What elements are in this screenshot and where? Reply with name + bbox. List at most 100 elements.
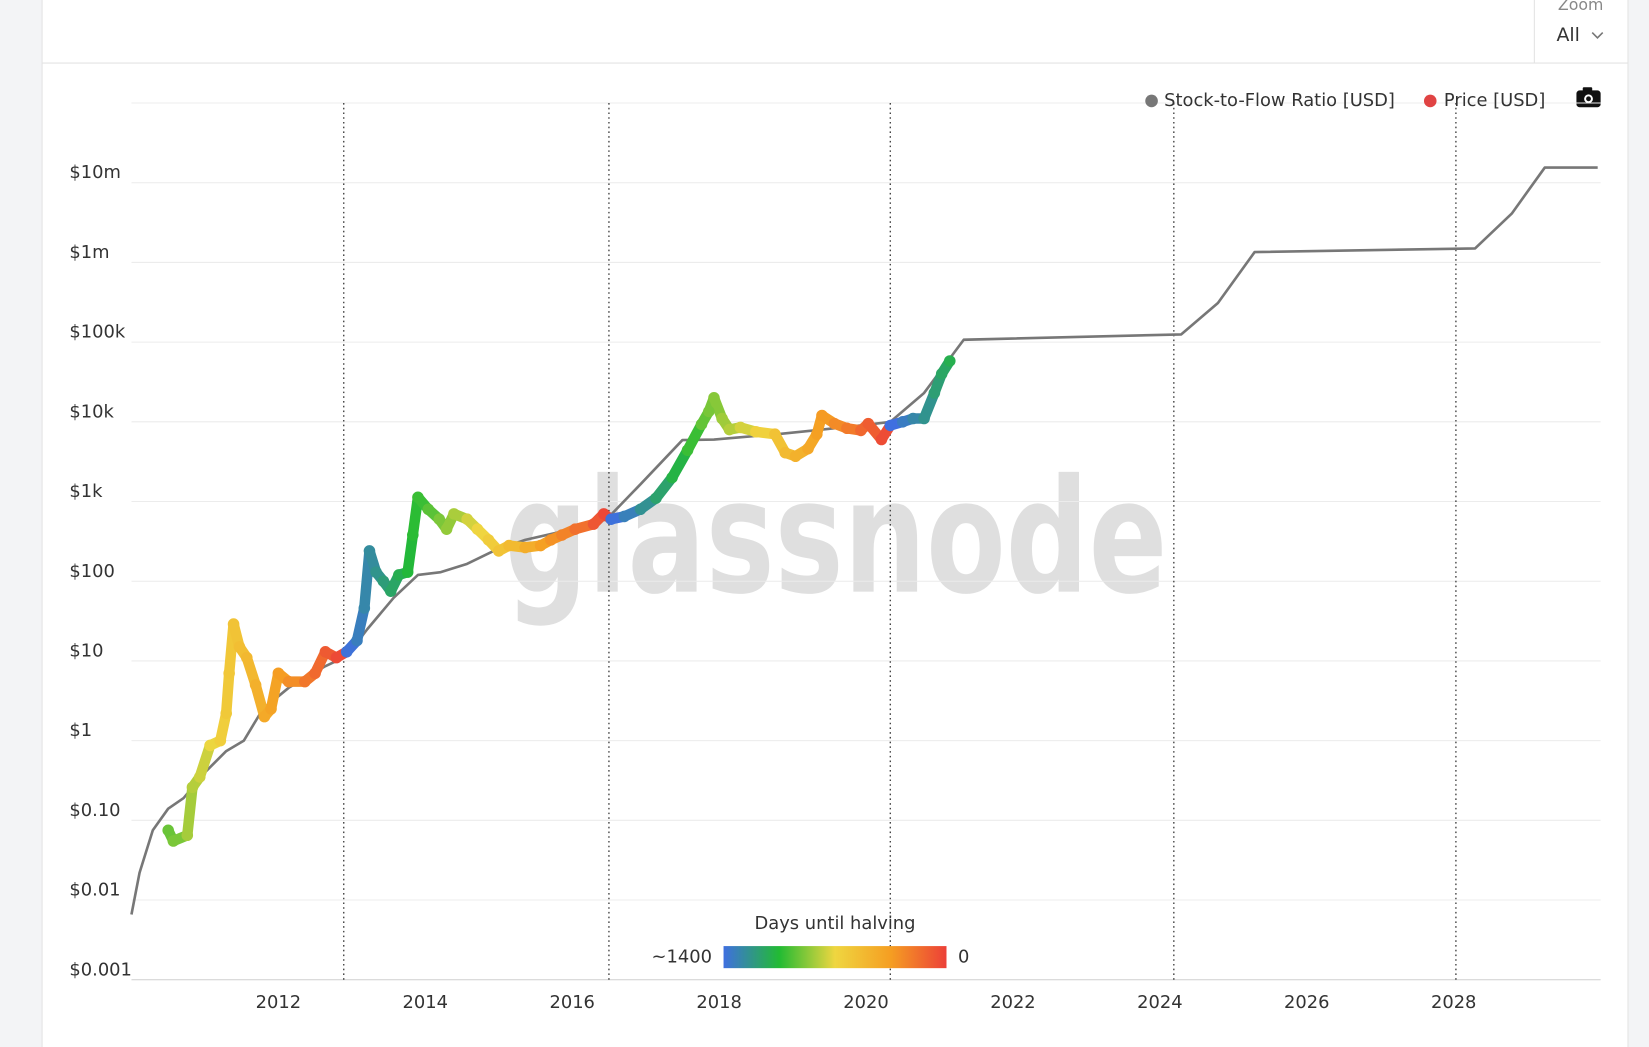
price-point — [534, 539, 547, 552]
price-point — [181, 829, 194, 842]
x-tick-label: 2020 — [843, 992, 888, 1013]
price-point — [634, 503, 647, 516]
price-point — [841, 422, 853, 435]
colorbar-min-label: ~1400 — [652, 947, 712, 968]
price-point — [220, 707, 233, 720]
legend-marker — [1423, 94, 1437, 108]
price-point — [666, 471, 678, 484]
price-point — [233, 641, 246, 653]
price-point — [605, 513, 617, 525]
price-point — [896, 416, 909, 428]
price-point — [519, 541, 531, 554]
zoom-label: Zoom — [1558, 0, 1603, 14]
colorbar-title: Days until halving — [755, 913, 916, 934]
y-tick-label: $0.001 — [69, 959, 132, 980]
price-point — [351, 634, 363, 647]
price-point — [884, 419, 897, 432]
price-point — [265, 703, 277, 715]
price-point — [875, 433, 888, 446]
price-point — [249, 679, 262, 691]
y-tick-label: $1k — [69, 481, 103, 502]
price-point — [734, 421, 747, 434]
price-point — [370, 566, 382, 578]
price-point — [569, 523, 581, 535]
price-point — [828, 417, 841, 430]
price-point — [789, 450, 802, 463]
zoom-value[interactable]: All — [1556, 24, 1579, 46]
price-point — [816, 409, 828, 422]
price-point — [556, 529, 568, 541]
price-point — [440, 523, 453, 535]
price-point — [223, 667, 235, 680]
y-tick-label: $10k — [69, 401, 114, 422]
y-tick-label: $100k — [69, 322, 125, 343]
watermark: glassnode — [505, 447, 1168, 630]
price-point — [862, 417, 875, 430]
price-point — [503, 539, 515, 552]
colorbar — [723, 946, 947, 969]
price-point — [186, 781, 199, 794]
x-tick-label: 2022 — [990, 992, 1035, 1013]
price-point — [769, 428, 781, 440]
price-point — [340, 646, 353, 658]
price-point — [384, 585, 397, 597]
price-point — [471, 523, 484, 535]
price-point — [703, 405, 715, 418]
price-point — [918, 412, 930, 425]
x-tick-label: 2018 — [696, 992, 741, 1013]
price-point — [433, 513, 446, 525]
price-point — [650, 492, 662, 505]
price-point — [779, 446, 792, 459]
price-point — [299, 675, 311, 688]
price-point — [587, 518, 600, 530]
price-point — [935, 368, 948, 380]
price-point — [358, 602, 371, 614]
price-point — [461, 513, 473, 525]
price-point — [214, 734, 227, 747]
price-point — [723, 423, 736, 436]
price-point — [167, 835, 180, 847]
price-point — [618, 510, 631, 523]
price-point — [363, 545, 376, 557]
price-point — [928, 387, 941, 399]
price-point — [681, 444, 694, 457]
y-tick-label: $10 — [69, 640, 103, 661]
price-point — [802, 442, 814, 455]
price-point — [422, 503, 435, 516]
zoom-chevron[interactable] — [1591, 32, 1604, 39]
x-tick-label: 2024 — [1137, 992, 1182, 1013]
price-point — [319, 646, 332, 658]
price-points — [162, 355, 956, 847]
stock-to-flow-line — [130, 166, 1598, 915]
price-point — [943, 355, 956, 367]
price-point — [258, 710, 271, 723]
x-tick-label: 2012 — [256, 992, 301, 1013]
price-segment — [220, 668, 235, 719]
legend-label: Stock-to-Flow Ratio [USD] — [1164, 90, 1395, 111]
price-point — [855, 424, 867, 437]
price-point — [448, 508, 460, 520]
y-tick-label: $0.10 — [69, 800, 120, 821]
y-tick-label: $1 — [69, 720, 92, 741]
price-point — [907, 412, 919, 425]
x-tick-label: 2016 — [549, 992, 594, 1013]
price-point — [811, 428, 823, 440]
price-segment — [402, 529, 419, 578]
price-point — [407, 529, 419, 541]
price-point — [482, 534, 495, 546]
price-point — [162, 824, 174, 837]
price-point — [393, 569, 405, 581]
price-point — [716, 412, 728, 425]
y-tick-label: $0.01 — [69, 880, 120, 901]
legend-label: Price [USD] — [1444, 90, 1545, 111]
price-point — [241, 651, 253, 664]
price-segment — [265, 668, 284, 715]
price-point — [204, 739, 216, 752]
y-tick-label: $100 — [69, 561, 114, 582]
x-tick-label: 2028 — [1431, 992, 1476, 1013]
price-point — [401, 566, 414, 578]
price-point — [708, 392, 720, 404]
x-tick-label: 2026 — [1284, 992, 1329, 1013]
colorbar-max-label: 0 — [958, 947, 969, 968]
